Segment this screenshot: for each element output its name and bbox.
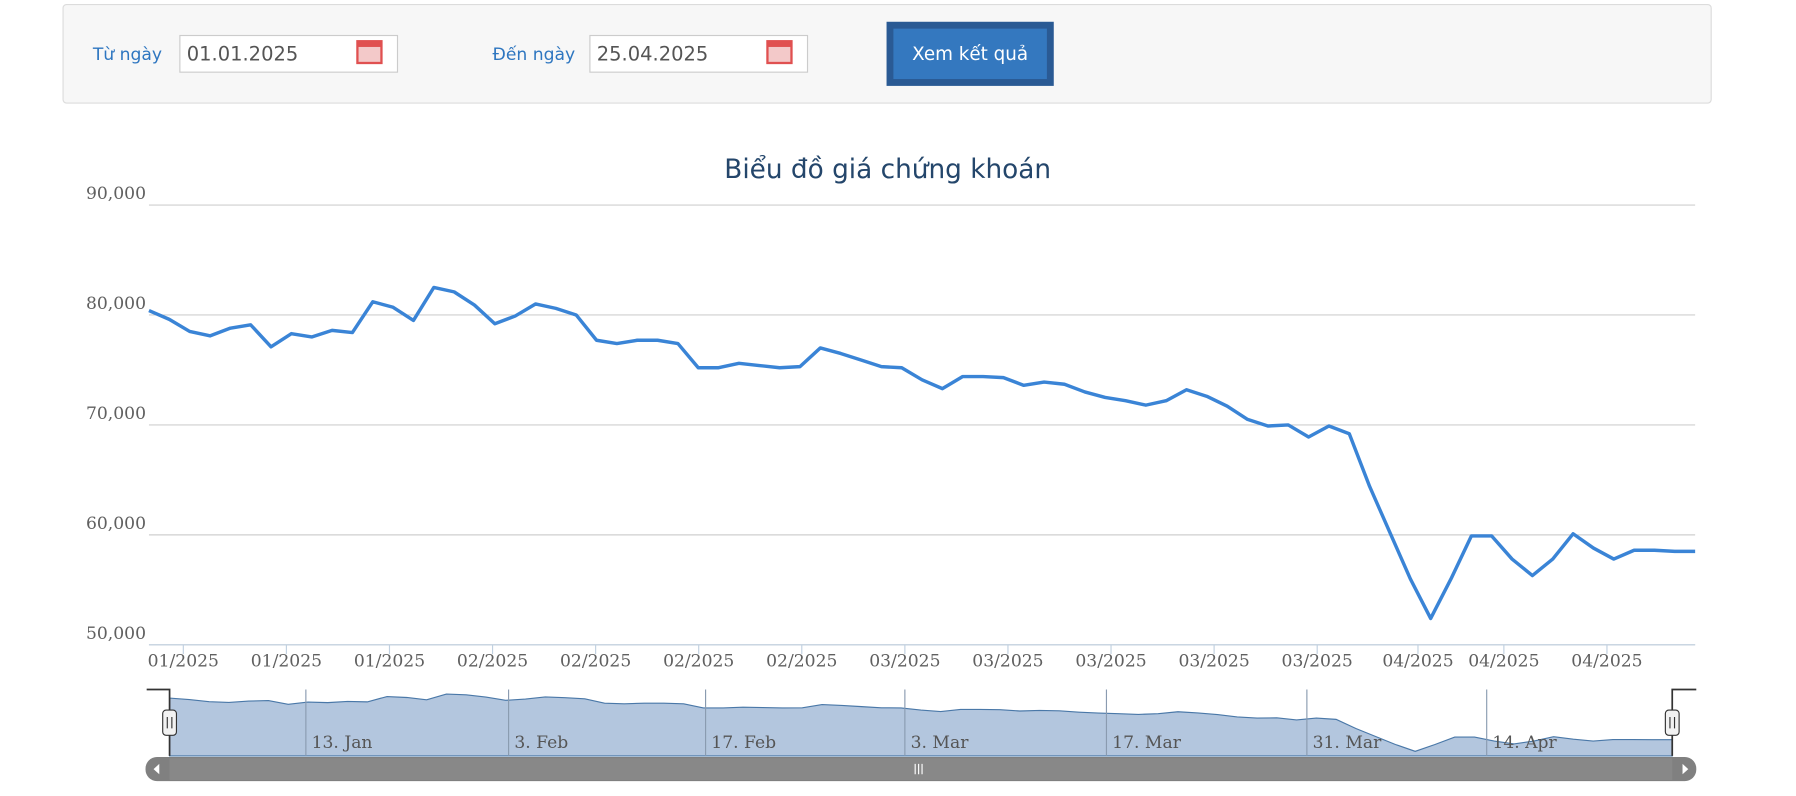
from-label: Từ ngày bbox=[92, 45, 162, 65]
chart-title: Biểu đồ giá chứng khoán bbox=[724, 154, 1051, 185]
y-tick-label: 60,000 bbox=[86, 514, 146, 534]
navigator-label: 31. Mar bbox=[1313, 733, 1383, 753]
x-tick-label: 04/2025 bbox=[1382, 651, 1453, 671]
x-tick-label: 02/2025 bbox=[560, 651, 631, 671]
navigator-label: 14. Apr bbox=[1492, 733, 1557, 753]
handle-grip bbox=[166, 716, 173, 729]
calendar-icon[interactable] bbox=[356, 40, 383, 65]
to-label: Đến ngày bbox=[493, 44, 576, 65]
y-tick-label: 90,000 bbox=[86, 184, 146, 204]
x-tick-label: 03/2025 bbox=[1075, 651, 1146, 671]
navigator-label: 13. Jan bbox=[312, 733, 373, 753]
x-tick-label: 02/2025 bbox=[663, 651, 734, 671]
x-tick-label: 01/2025 bbox=[251, 651, 322, 671]
navigator-handle[interactable] bbox=[162, 709, 178, 736]
scrollbar-thumb bbox=[169, 758, 1673, 780]
navigator-area bbox=[169, 693, 1673, 757]
price-line bbox=[148, 285, 1696, 621]
scroll-grip bbox=[914, 763, 923, 775]
navigator-label: 3. Feb bbox=[514, 733, 568, 753]
scroll-left bbox=[153, 763, 160, 775]
scroll-right bbox=[1682, 763, 1689, 775]
handle-grip bbox=[1669, 716, 1676, 729]
x-tick-label: 03/2025 bbox=[1282, 651, 1353, 671]
to-value: 25.04.2025 bbox=[597, 42, 708, 65]
navigator-label: 3. Mar bbox=[911, 733, 970, 753]
x-tick-label: 03/2025 bbox=[869, 651, 940, 671]
x-tick-label: 02/2025 bbox=[457, 651, 528, 671]
y-tick-label: 50,000 bbox=[86, 624, 146, 644]
navigator-handle[interactable] bbox=[1664, 709, 1680, 736]
x-tick-label: 04/2025 bbox=[1468, 651, 1539, 671]
x-tick-label: 01/2025 bbox=[148, 651, 219, 671]
calendar-icon[interactable] bbox=[766, 40, 793, 65]
x-tick-label: 02/2025 bbox=[766, 651, 837, 671]
from-value: 01.01.2025 bbox=[187, 42, 298, 65]
x-tick-label: 03/2025 bbox=[972, 651, 1043, 671]
navigator-label: 17. Mar bbox=[1112, 733, 1182, 753]
x-tick-label: 03/2025 bbox=[1178, 651, 1249, 671]
x-tick-label: 04/2025 bbox=[1571, 651, 1642, 671]
button-label: Xem kết quả bbox=[912, 44, 1028, 65]
y-tick-label: 80,000 bbox=[86, 294, 146, 314]
navigator-label: 17. Feb bbox=[711, 733, 776, 753]
button-face bbox=[893, 28, 1047, 80]
y-tick-label: 70,000 bbox=[86, 404, 146, 424]
x-tick-label: 01/2025 bbox=[354, 651, 425, 671]
